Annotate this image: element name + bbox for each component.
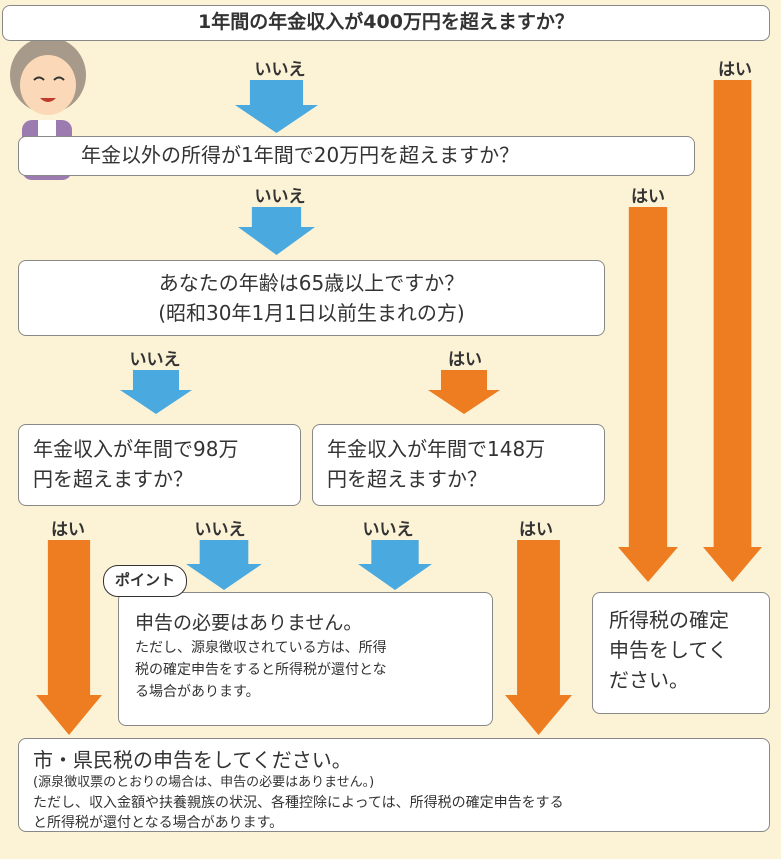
question-3: あなたの年齢は65歳以上ですか？ (昭和30年1月1日以前生まれの方) (18, 260, 605, 336)
text: る場合があります。 (135, 681, 492, 703)
arrow (618, 207, 678, 582)
text: 年金収入が年間で98万 (33, 434, 300, 464)
text: あなたの年齢は65歳以上ですか？ (19, 268, 604, 298)
arrow (703, 80, 762, 582)
arrow (505, 540, 572, 735)
flowchart: 1年間の年金収入が400万円を超えますか？ いいえ はい 年金以外の所得が1年間… (0, 0, 781, 859)
question-4a: 年金収入が年間で98万 円を超えますか？ (18, 424, 301, 506)
arrow (235, 80, 318, 133)
text: 税の確定申告をすると所得税が還付とな (135, 659, 492, 681)
text: 円を超えますか？ (327, 464, 604, 494)
text: (源泉徴収票のとおりの場合は、申告の必要はありません。) (33, 773, 769, 793)
arrow (186, 540, 262, 590)
answer-yes: はい (51, 515, 85, 540)
text: 円を超えますか？ (33, 464, 300, 494)
question-1: 1年間の年金収入が400万円を超えますか？ (2, 5, 770, 41)
answer-yes: はい (718, 55, 752, 80)
arrow (358, 540, 432, 590)
text: 申告をしてく (609, 635, 769, 665)
point-badge: ポイント (103, 565, 187, 597)
answer-no: いいえ (255, 55, 306, 80)
text: 所得税の確定 (609, 605, 769, 635)
text: (昭和30年1月1日以前生まれの方) (19, 298, 604, 328)
answer-yes: はい (631, 182, 665, 207)
answer-yes: はい (519, 515, 553, 540)
answer-yes: はい (448, 345, 482, 370)
no-filing-result: 申告の必要はありません。 ただし、源泉徴収されている方は、所得 税の確定申告をす… (118, 592, 493, 726)
answer-no: いいえ (255, 182, 306, 207)
answer-no: いいえ (195, 515, 246, 540)
text: 年金収入が年間で148万 (327, 434, 604, 464)
text: ただし、源泉徴収されている方は、所得 (135, 637, 492, 659)
arrow (428, 370, 500, 414)
question-2: 年金以外の所得が1年間で20万円を超えますか？ (18, 136, 695, 176)
arrow (36, 540, 102, 735)
question-4b: 年金収入が年間で148万 円を超えますか？ (312, 424, 605, 506)
text: ださい。 (609, 665, 769, 695)
answer-no: いいえ (130, 345, 181, 370)
tax-return-result: 所得税の確定 申告をしてく ださい。 (592, 592, 770, 714)
resident-tax-result: 市・県民税の申告をしてください。 (源泉徴収票のとおりの場合は、申告の必要はあり… (18, 738, 770, 832)
arrow (120, 370, 192, 414)
answer-no: いいえ (363, 515, 414, 540)
title: 市・県民税の申告をしてください。 (33, 747, 769, 773)
text: と所得税が還付となる場合があります。 (33, 813, 769, 833)
text: ただし、収入金額や扶養親族の状況、各種控除によっては、所得税の確定申告をする (33, 793, 769, 813)
arrow (238, 207, 315, 255)
title: 申告の必要はありません。 (135, 609, 492, 637)
